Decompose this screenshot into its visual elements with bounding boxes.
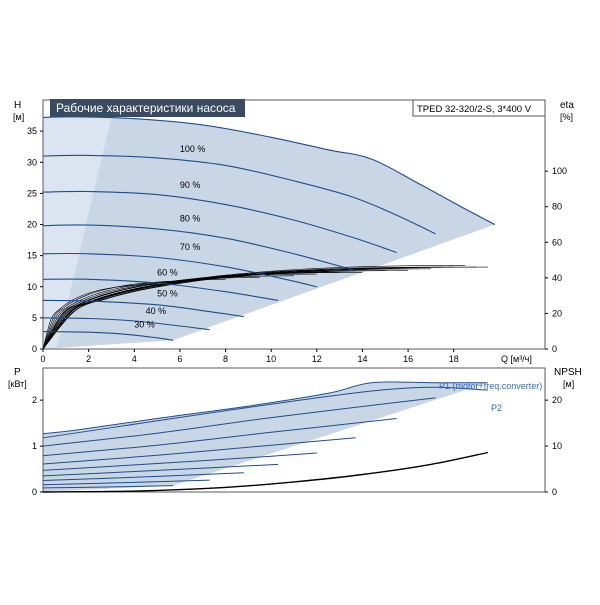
power-curves — [42, 381, 489, 493]
power-operating-area — [43, 382, 488, 492]
y2-tick-label: 20 — [552, 308, 562, 318]
y-tick-label: 5 — [32, 313, 37, 323]
y2-tick-label: 0 — [552, 344, 557, 354]
npsh-tick-label: 20 — [552, 395, 562, 405]
speed-curve — [42, 317, 210, 331]
x-tick-label: 2 — [86, 354, 91, 364]
speed-label: 80 % — [180, 214, 201, 224]
power-frame — [42, 367, 546, 493]
x-tick-label: 18 — [449, 354, 459, 364]
pump-label: TPED 32-320/2-S, 3*400 V — [417, 104, 532, 115]
y-tick-label: 30 — [27, 157, 37, 167]
speed-curve — [42, 252, 317, 288]
power-curve — [42, 485, 174, 489]
power-curve — [42, 381, 488, 435]
efficiency-curve — [42, 277, 260, 350]
y-tick-label: 0 — [32, 344, 37, 354]
legend-p1: P1 (motor+freq.converter) — [439, 381, 542, 391]
power-curve — [42, 437, 356, 465]
head-panel: 0 2 4 6 8 10 12 14 16 18 0 5 10 15 20 25 30 35 0 20 40 60 80 10… — [27, 99, 567, 364]
efficiency-curve — [42, 284, 158, 350]
speed-curve — [42, 190, 397, 254]
power-area-fill — [43, 382, 488, 492]
chart-title: Рабочие характеристики насоса — [56, 101, 236, 115]
y-tick-label: 10 — [27, 282, 37, 292]
x-tick-label: 14 — [357, 354, 367, 364]
speed-label: 30 % — [134, 320, 155, 330]
power-curve — [42, 418, 397, 457]
x-tick-label: 12 — [312, 354, 322, 364]
legend-p2: P2 — [491, 403, 502, 413]
y-axis-unit-h: [м] — [13, 112, 24, 122]
power-curve — [42, 472, 244, 481]
head-operating-area — [43, 116, 495, 350]
speed-curve — [42, 224, 356, 272]
speed-curve — [42, 299, 244, 318]
npsh-curve — [42, 451, 489, 493]
y-tick-label: 35 — [27, 126, 37, 136]
y-tick-label: 20 — [27, 220, 37, 230]
speed-label: 60 % — [157, 267, 178, 277]
y2-tick-label: 40 — [552, 273, 562, 283]
y-axis-label-p: P — [14, 367, 21, 378]
x-tick-label: 8 — [223, 354, 228, 364]
title-background — [50, 99, 245, 117]
head-area-fill — [43, 116, 495, 350]
y-tick-label: 25 — [27, 188, 37, 198]
y-axis-label-h: H — [14, 100, 21, 111]
x-tick-label: 6 — [177, 354, 182, 364]
speed-label: 90 % — [180, 180, 201, 190]
speed-curves — [42, 116, 496, 341]
p-tick-label: 0 — [32, 487, 37, 497]
y2-axis-unit-npsh: [м] — [563, 379, 574, 389]
power-curve — [42, 479, 210, 486]
power-curve — [42, 463, 279, 477]
x-tick-label: 16 — [403, 354, 413, 364]
y2-axis-label-npsh: NPSH — [554, 367, 582, 378]
npsh-tick-label: 10 — [552, 441, 562, 451]
npsh-tick-label: 0 — [552, 487, 557, 497]
speed-label: 40 % — [146, 306, 167, 316]
x-axis-label: Q [м³/ч] — [501, 354, 532, 364]
x-tick-label: 4 — [132, 354, 137, 364]
y-axis-unit-p: [кВт] — [8, 379, 27, 389]
efficiency-curve — [42, 275, 295, 350]
pump-label-box — [412, 99, 546, 117]
y2-tick-label: 60 — [552, 237, 562, 247]
head-axes: 0 2 4 6 8 10 12 14 16 18 0 5 10 15 20 25 30 35 0 20 40 60 80 10… — [27, 99, 567, 364]
power-curve — [42, 386, 489, 439]
y2-axis-label-eta: eta — [560, 100, 574, 111]
speed-label: 70 % — [180, 242, 201, 252]
y2-tick-label: 80 — [552, 202, 562, 212]
p-tick-label: 1 — [32, 441, 37, 451]
y2-axis-unit-eta: [%] — [560, 112, 573, 122]
speed-curve — [42, 154, 436, 235]
speed-label: 100 % — [180, 144, 206, 154]
power-curve — [42, 397, 436, 447]
y-tick-label: 15 — [27, 251, 37, 261]
y2-tick-label: 100 — [552, 166, 567, 176]
speed-curve — [42, 331, 174, 341]
speed-label: 50 % — [157, 288, 178, 298]
power-curve — [42, 452, 317, 471]
x-tick-label: 10 — [266, 354, 276, 364]
speed-curve — [42, 116, 496, 225]
head-area-light — [43, 117, 112, 350]
x-tick-label: 0 — [40, 354, 45, 364]
p-tick-label: 2 — [32, 395, 37, 405]
speed-curve — [42, 278, 279, 301]
